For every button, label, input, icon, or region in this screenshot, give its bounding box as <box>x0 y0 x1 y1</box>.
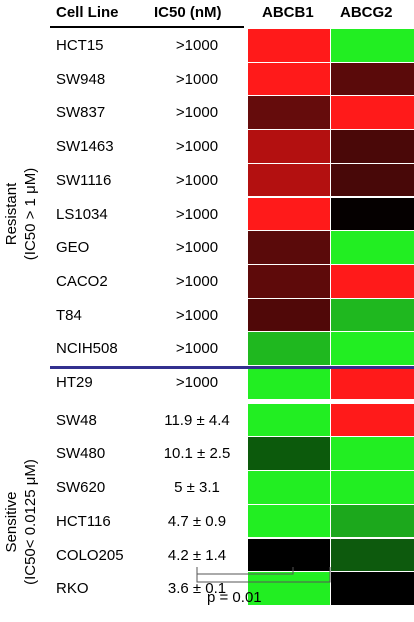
cell-line-label: SW1116 <box>56 171 112 189</box>
ic50-value: >1000 <box>175 70 219 88</box>
heatmap-cell-abcb1 <box>248 437 330 471</box>
heatmap-cell-abcg2 <box>331 403 414 437</box>
cell-line-label: HT29 <box>56 374 93 391</box>
bracket-p001 <box>196 567 294 575</box>
heatmap-cell-abcg2 <box>331 264 414 298</box>
heatmap-cell-abcg2 <box>331 538 414 572</box>
cell-line-label: GEO <box>56 239 90 257</box>
heatmap-cell-abcb1 <box>248 403 330 437</box>
ic50-value: >1000 <box>175 205 219 223</box>
ic50-value: >1000 <box>175 272 219 290</box>
ic50-value: >1000 <box>175 374 219 391</box>
heatmap-cell-abcb1 <box>248 298 330 332</box>
heatmap-cell-abcg2 <box>331 572 414 605</box>
cell-line-label: T84 <box>56 306 82 324</box>
ic50-value: >1000 <box>175 171 219 189</box>
ic50-value: >1000 <box>175 104 219 122</box>
cell-line-label: CACO2 <box>56 272 108 290</box>
header-abcg2: ABCG2 <box>340 4 393 21</box>
heatmap-cell-abcg2 <box>331 62 414 96</box>
ic50-value: >1000 <box>175 340 219 358</box>
ic50-value: 4.7 ± 0.9 <box>167 512 227 530</box>
heatmap-cell-abcb1 <box>248 264 330 298</box>
cell-line-label: SW837 <box>56 104 106 122</box>
heatmap-cell-abcb1 <box>248 62 330 96</box>
heatmap-cell-abcb1 <box>248 29 330 62</box>
p-value-abcg2: p = 0.3 <box>330 571 377 588</box>
ic50-value: >1000 <box>175 239 219 257</box>
heatmap-cell-abcb1 <box>248 572 330 605</box>
header-rule <box>50 26 244 28</box>
heatmap-cell-abcb1 <box>248 96 330 130</box>
heatmap-cell-abcb1 <box>248 538 330 572</box>
heatmap-cell-abcg2 <box>331 29 414 62</box>
header-abcb1: ABCB1 <box>262 4 314 21</box>
cell-line-label: HCT15 <box>56 37 104 54</box>
heatmap-cell-abcg2 <box>331 366 414 399</box>
heatmap-cell-abcg2 <box>331 298 414 332</box>
heatmap-cell-abcg2 <box>331 332 414 365</box>
cell-line-label: COLO205 <box>56 546 124 564</box>
heatmap-cell-abcg2 <box>331 504 414 538</box>
heatmap-cell-abcg2 <box>331 163 414 197</box>
cell-line-label: SW48 <box>56 411 97 429</box>
ic50-value: 3.6 ± 0.1 <box>167 580 227 598</box>
ic50-value: 11.9 ± 4.4 <box>164 411 230 429</box>
cell-line-label: SW948 <box>56 70 106 88</box>
heatmap-cell-abcg2 <box>331 197 414 231</box>
heatmap-cell-abcg2 <box>331 231 414 264</box>
cell-line-label: NCIH508 <box>56 340 118 358</box>
ic50-value: 5 ± 3.1 <box>174 479 220 497</box>
heatmap-cell-abcb1 <box>248 163 330 197</box>
header-cell-line: Cell Line <box>56 4 119 21</box>
heatmap-cell-abcb1 <box>248 130 330 163</box>
ic50-value: >1000 <box>175 37 219 54</box>
heatmap-cell-abcg2 <box>331 437 414 471</box>
ic50-value: 4.2 ± 1.4 <box>167 546 227 564</box>
p-value-abcb1: p = 0.01 <box>207 589 262 606</box>
group-separator <box>50 366 414 369</box>
cell-line-label: RKO <box>56 580 89 598</box>
ic50-value: >1000 <box>175 306 219 324</box>
heatmap-cell-abcb1 <box>248 197 330 231</box>
heatmap-cell-abcb1 <box>248 504 330 538</box>
cell-line-label: LS1034 <box>56 205 108 223</box>
header-ic50: IC50 (nM) <box>154 4 222 21</box>
cell-line-label: SW480 <box>56 445 106 463</box>
bracket-p03 <box>196 567 331 583</box>
ic50-value: 10.1 ± 2.5 <box>163 445 231 463</box>
heatmap-cell-abcg2 <box>331 96 414 130</box>
heatmap-cell-abcg2 <box>331 130 414 163</box>
heatmap-cell-abcb1 <box>248 366 330 399</box>
cell-line-label: SW620 <box>56 479 106 497</box>
heatmap-cell-abcb1 <box>248 471 330 504</box>
heatmap-cell-abcg2 <box>331 471 414 504</box>
ic50-value: >1000 <box>175 138 219 156</box>
heatmap-cell-abcb1 <box>248 231 330 264</box>
heatmap-cell-abcb1 <box>248 332 330 365</box>
cell-line-label: SW1463 <box>56 138 114 156</box>
cell-line-label: HCT116 <box>56 512 111 530</box>
